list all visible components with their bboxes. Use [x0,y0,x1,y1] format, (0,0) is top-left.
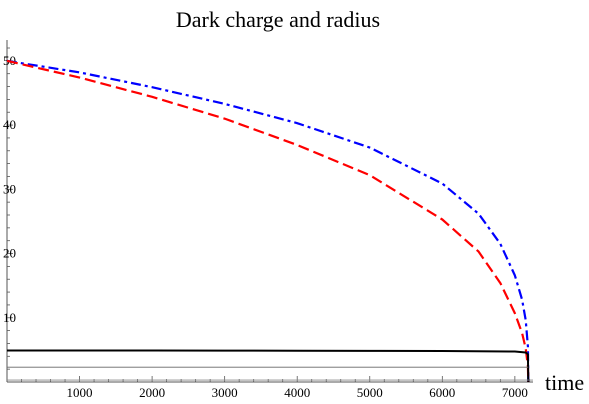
chart-title-text: Dark charge and radius [176,7,380,32]
x-tick-label: 1000 [67,385,93,400]
x-tick-label: 6000 [429,385,455,400]
series-line-1 [6,59,530,383]
series-line-2 [6,59,530,383]
x-axis-label: time [545,370,584,395]
x-tick-label: 5000 [357,385,383,400]
y-tick-label: 30 [3,181,16,196]
x-tick-label: 7000 [502,385,528,400]
chart-title: Dark charge and radius [176,7,380,32]
x-tick-label: 2000 [139,385,165,400]
y-tick-label: 40 [3,117,16,132]
x-tick-label: 3000 [212,385,238,400]
series-line-3 [7,349,530,383]
y-tick-label: 20 [3,246,16,261]
series-layer [6,59,533,383]
y-tick-label: 10 [3,310,16,325]
x-tick-label: 4000 [284,385,310,400]
